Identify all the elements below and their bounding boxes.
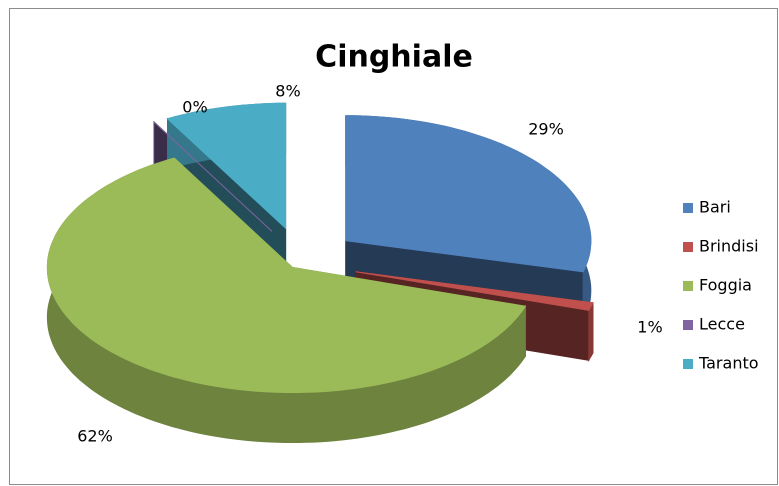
legend-label: Brindisi: [699, 237, 759, 256]
legend-swatch: [683, 203, 693, 213]
pie-slice: [166, 102, 287, 230]
data-label: 8%: [275, 82, 300, 101]
legend-label: Lecce: [699, 315, 745, 334]
legend-label: Bari: [699, 198, 731, 217]
legend-swatch: [683, 359, 693, 369]
pie-slice: [153, 121, 273, 232]
data-label: 0%: [182, 98, 207, 117]
pie-slice: [46, 157, 527, 393]
data-label: 62%: [77, 427, 113, 446]
data-label: 29%: [528, 120, 564, 139]
chart-title: Cinghiale: [315, 40, 473, 75]
pie-slice: [345, 115, 592, 273]
pie-slice: [355, 271, 594, 311]
legend-label: Taranto: [698, 354, 759, 373]
data-label: 1%: [637, 318, 662, 337]
legend-label: Foggia: [699, 276, 752, 295]
legend-swatch: [683, 242, 693, 252]
legend-swatch: [683, 281, 693, 291]
legend-swatch: [683, 320, 693, 330]
slice-wall: [588, 302, 594, 363]
